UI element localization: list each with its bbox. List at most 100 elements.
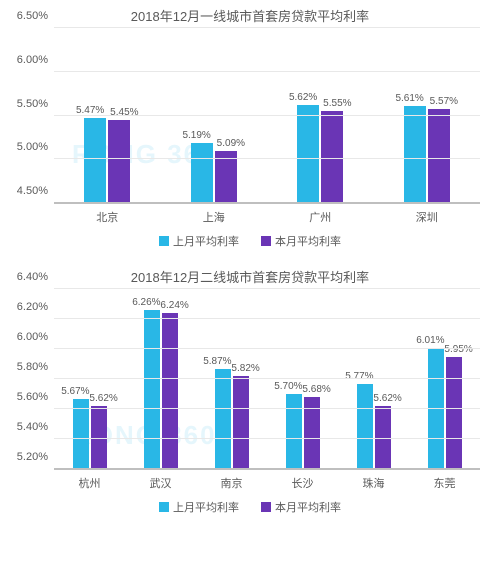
tier2-plot-area: RONG 360 5.67%5.62%6.26%6.24%5.87%5.82%5…: [54, 290, 480, 470]
legend-item-this-month: 本月平均利率: [261, 499, 341, 515]
tier2-bars: 5.67%5.62%6.26%6.24%5.87%5.82%5.70%5.68%…: [54, 290, 480, 469]
bar-group: 6.26%6.24%: [125, 290, 196, 469]
tier1-chart: 2018年12月一线城市首套房贷款平均利率 RONG 360 5.47%5.45…: [0, 0, 500, 249]
gridline: [54, 115, 480, 116]
y-tick-label: 5.20%: [17, 451, 54, 463]
legend-item-this-month: 本月平均利率: [261, 233, 341, 249]
y-tick-label: 5.40%: [17, 421, 54, 433]
y-tick-label: 5.50%: [17, 98, 54, 110]
legend-label: 本月平均利率: [275, 233, 341, 249]
gridline: [54, 378, 480, 379]
x-category-label: 深圳: [374, 204, 481, 225]
gridline: [54, 348, 480, 349]
x-category-label: 北京: [54, 204, 161, 225]
y-tick-label: 6.00%: [17, 54, 54, 66]
bar-value-label: 6.01%: [416, 335, 444, 348]
tier1-chart-title: 2018年12月一线城市首套房贷款平均利率: [0, 0, 500, 29]
bar: 5.62%: [297, 105, 319, 203]
tier2-legend: 上月平均利率 本月平均利率: [0, 491, 500, 515]
y-tick-label: 6.20%: [17, 301, 54, 313]
tier2-xaxis: 杭州武汉南京长沙珠海东莞: [54, 470, 480, 491]
bar-group: 5.19% 5.09%: [161, 29, 268, 203]
x-category-label: 武汉: [125, 470, 196, 491]
bar-group: 5.62%5.55%: [267, 29, 374, 203]
bar-value-label: 5.70%: [274, 381, 302, 394]
tier1-legend: 上月平均利率 本月平均利率: [0, 225, 500, 249]
bar: 5.70%: [286, 394, 302, 469]
bar: 5.77%: [357, 384, 373, 470]
gridline: [54, 202, 480, 203]
gridline: [54, 468, 480, 469]
bar-value-label: 5.67%: [61, 386, 89, 399]
bar: 5.61%: [404, 106, 426, 203]
legend-swatch: [159, 502, 169, 512]
y-tick-label: 6.50%: [17, 10, 54, 22]
bar-value-label: 5.57%: [430, 96, 458, 109]
x-category-label: 杭州: [54, 470, 125, 491]
tier1-plot-area: RONG 360 5.47%5.45%5.19%5.09%5.62%5.55%5…: [54, 29, 480, 204]
legend-item-last-month: 上月平均利率: [159, 233, 239, 249]
bar: 6.26%: [144, 310, 160, 469]
bar: 5.67%: [73, 399, 89, 470]
gridline: [54, 318, 480, 319]
bar: 5.82%: [233, 376, 249, 469]
x-category-label: 珠海: [338, 470, 409, 491]
bar-value-label: 6.24%: [160, 300, 188, 313]
bar-value-label: 5.82%: [231, 363, 259, 376]
bar-value-label: 5.62%: [373, 393, 401, 406]
bar: 5.87%: [215, 369, 231, 470]
legend-label: 本月平均利率: [275, 499, 341, 515]
gridline: [54, 71, 480, 72]
bar-value-label: 5.95%: [444, 344, 472, 357]
bar-value-label: 5.62%: [89, 393, 117, 406]
y-tick-label: 4.50%: [17, 185, 54, 197]
tier1-bars: 5.47%5.45%5.19%5.09%5.62%5.55%5.61%5.57%: [54, 29, 480, 203]
bar: 5.95%: [446, 357, 462, 470]
bar-value-label: 5.62%: [289, 92, 317, 105]
gridline: [54, 158, 480, 159]
legend-swatch: [159, 236, 169, 246]
gridline: [54, 27, 480, 28]
bar-group: 5.70%5.68%: [267, 290, 338, 469]
bar-group: 6.01%5.95%: [409, 290, 480, 469]
legend-swatch: [261, 502, 271, 512]
bar: 5.55%: [321, 111, 343, 203]
gridline: [54, 408, 480, 409]
bar-group: 5.87%5.82%: [196, 290, 267, 469]
y-tick-label: 5.80%: [17, 361, 54, 373]
y-tick-label: 6.40%: [17, 271, 54, 283]
bar-value-label: 5.55%: [323, 98, 351, 111]
legend-label: 上月平均利率: [173, 233, 239, 249]
bar-value-label: 5.19%: [182, 130, 210, 143]
bar-value-label: 6.26%: [132, 297, 160, 310]
bar-value-label: 5.47%: [76, 105, 104, 118]
bar-value-label: 5.68%: [302, 384, 330, 397]
y-tick-label: 6.00%: [17, 331, 54, 343]
tier1-xaxis: 北京上海广州深圳: [54, 204, 480, 225]
x-category-label: 广州: [267, 204, 374, 225]
bar-group: 5.67%5.62%: [54, 290, 125, 469]
bar-group: 5.61% 5.57%: [374, 29, 481, 203]
y-tick-label: 5.00%: [17, 141, 54, 153]
bar-value-label: 5.87%: [203, 356, 231, 369]
y-tick-label: 5.60%: [17, 391, 54, 403]
legend-label: 上月平均利率: [173, 499, 239, 515]
x-category-label: 长沙: [267, 470, 338, 491]
x-category-label: 上海: [161, 204, 268, 225]
x-category-label: 南京: [196, 470, 267, 491]
bar-value-label: 5.61%: [395, 93, 423, 106]
gridline: [54, 438, 480, 439]
bar-value-label: 5.09%: [217, 138, 245, 151]
bar: 5.19%: [191, 143, 213, 203]
bar-value-label: 5.45%: [110, 107, 138, 120]
bar-group: 5.47%5.45%: [54, 29, 161, 203]
gridline: [54, 288, 480, 289]
x-category-label: 东莞: [409, 470, 480, 491]
legend-item-last-month: 上月平均利率: [159, 499, 239, 515]
legend-swatch: [261, 236, 271, 246]
bar: 6.24%: [162, 313, 178, 469]
tier2-chart-title: 2018年12月二线城市首套房贷款平均利率: [0, 261, 500, 290]
bar: 5.45%: [108, 120, 130, 203]
bar: 5.47%: [84, 118, 106, 203]
bar-value-label: 5.77%: [345, 371, 373, 384]
